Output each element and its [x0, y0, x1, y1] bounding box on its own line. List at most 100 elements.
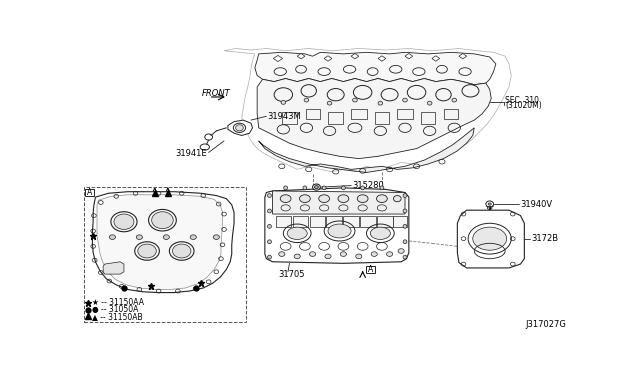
Ellipse shape [314, 186, 318, 189]
Text: 31941E: 31941E [175, 150, 207, 158]
Ellipse shape [325, 254, 331, 259]
Ellipse shape [281, 100, 285, 104]
Polygon shape [378, 56, 386, 61]
Ellipse shape [338, 195, 349, 202]
Bar [365, 266, 375, 273]
Bar [378, 216, 393, 227]
Bar [344, 216, 359, 227]
Bar [444, 109, 458, 119]
Ellipse shape [486, 201, 493, 207]
Ellipse shape [109, 235, 115, 240]
Ellipse shape [268, 209, 271, 213]
Ellipse shape [114, 214, 134, 230]
Ellipse shape [304, 98, 308, 102]
Ellipse shape [371, 227, 390, 240]
Polygon shape [458, 210, 524, 268]
Polygon shape [459, 54, 467, 59]
Bar [292, 216, 308, 227]
Ellipse shape [294, 254, 300, 259]
Ellipse shape [380, 186, 384, 190]
Ellipse shape [172, 244, 191, 258]
Bar [84, 187, 246, 322]
Bar [306, 109, 319, 119]
Ellipse shape [236, 125, 243, 131]
Polygon shape [405, 54, 413, 59]
Bar [351, 109, 367, 119]
Polygon shape [265, 188, 409, 263]
Ellipse shape [268, 224, 271, 228]
Ellipse shape [279, 252, 285, 256]
Ellipse shape [340, 252, 346, 256]
Polygon shape [432, 56, 440, 61]
Bar [393, 216, 406, 227]
Ellipse shape [310, 252, 316, 256]
Ellipse shape [280, 195, 291, 202]
Text: ● -- 31050A: ● -- 31050A [92, 305, 139, 314]
Bar [86, 189, 94, 196]
Ellipse shape [403, 224, 407, 228]
Text: A: A [368, 265, 373, 274]
Text: SEC. 310: SEC. 310 [505, 96, 539, 105]
Ellipse shape [403, 209, 407, 213]
Ellipse shape [300, 195, 310, 202]
Ellipse shape [303, 186, 307, 190]
Polygon shape [259, 128, 474, 173]
Ellipse shape [268, 240, 271, 244]
Ellipse shape [403, 194, 407, 198]
Ellipse shape [136, 235, 143, 240]
Ellipse shape [428, 101, 432, 105]
Bar [326, 216, 342, 227]
Polygon shape [257, 78, 492, 158]
Ellipse shape [322, 186, 326, 190]
Text: 31940V: 31940V [520, 199, 552, 209]
Ellipse shape [213, 235, 220, 240]
Polygon shape [97, 195, 223, 289]
Polygon shape [255, 52, 496, 85]
Bar [276, 216, 291, 227]
Bar [328, 112, 344, 124]
Polygon shape [351, 54, 359, 59]
Ellipse shape [376, 195, 387, 202]
Ellipse shape [473, 227, 507, 250]
Ellipse shape [200, 144, 209, 150]
Bar [310, 216, 325, 227]
Ellipse shape [394, 196, 401, 202]
Ellipse shape [268, 194, 271, 198]
Ellipse shape [152, 212, 173, 229]
Ellipse shape [356, 254, 362, 259]
Ellipse shape [138, 244, 156, 258]
Ellipse shape [319, 195, 330, 202]
Ellipse shape [357, 195, 368, 202]
Text: 31943M: 31943M [267, 112, 301, 121]
Ellipse shape [163, 235, 170, 240]
Ellipse shape [378, 101, 383, 105]
Text: (31020M): (31020M) [505, 101, 542, 110]
Text: ▲ -- 31150AB: ▲ -- 31150AB [92, 312, 143, 321]
Polygon shape [297, 54, 305, 59]
Polygon shape [224, 48, 511, 172]
Text: FRONT: FRONT [202, 89, 231, 97]
Polygon shape [103, 262, 124, 274]
Ellipse shape [268, 255, 271, 259]
Ellipse shape [387, 252, 393, 256]
Ellipse shape [403, 240, 407, 244]
Ellipse shape [452, 98, 456, 102]
Text: A: A [87, 188, 92, 197]
Text: 3172B: 3172B [531, 234, 559, 243]
Ellipse shape [327, 101, 332, 105]
Ellipse shape [190, 235, 196, 240]
Text: ★ -- 31150AA: ★ -- 31150AA [92, 298, 145, 307]
Ellipse shape [371, 252, 378, 256]
Ellipse shape [353, 98, 357, 102]
Ellipse shape [361, 186, 365, 190]
Ellipse shape [328, 224, 351, 238]
Polygon shape [273, 191, 405, 214]
Bar [397, 109, 413, 119]
Text: J317027G: J317027G [526, 320, 566, 328]
Text: 31705: 31705 [278, 270, 305, 279]
Bar [375, 112, 389, 124]
Ellipse shape [403, 98, 407, 102]
Bar [360, 216, 376, 227]
Ellipse shape [488, 203, 492, 205]
Bar [421, 112, 435, 124]
